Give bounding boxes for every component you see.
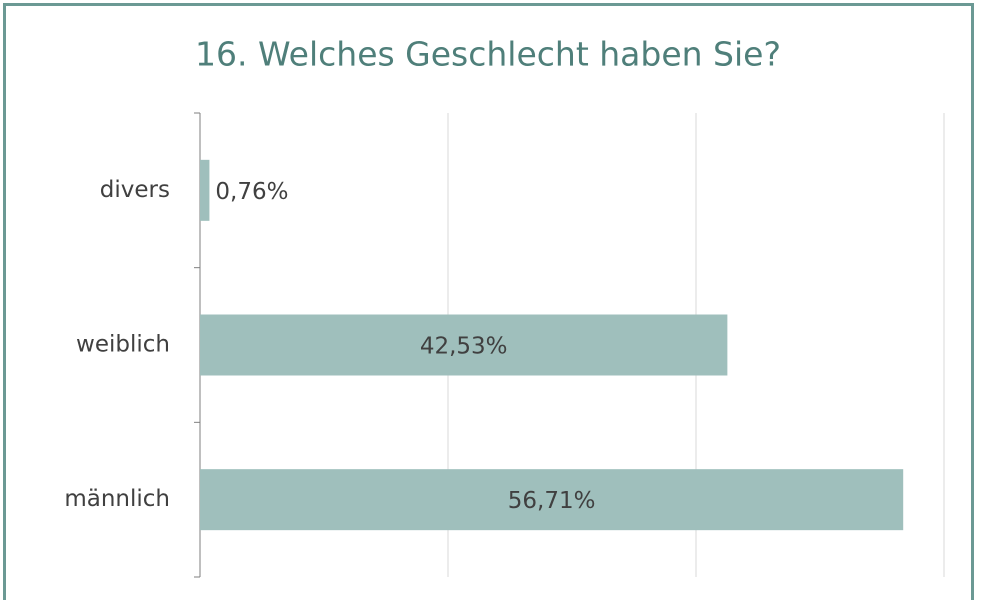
bar	[200, 469, 904, 531]
value-label: 42,53%	[420, 334, 508, 360]
value-label: 0,76%	[215, 179, 288, 205]
y-tick-label: divers	[100, 177, 170, 203]
bar	[200, 159, 210, 221]
y-tick-label: weiblich	[76, 332, 170, 358]
chart-title: 16. Welches Geschlecht haben Sie?	[195, 35, 781, 74]
value-label: 56,71%	[508, 488, 596, 514]
frame	[3, 3, 974, 600]
bar	[200, 314, 728, 376]
y-tick-label: männlich	[64, 486, 170, 512]
